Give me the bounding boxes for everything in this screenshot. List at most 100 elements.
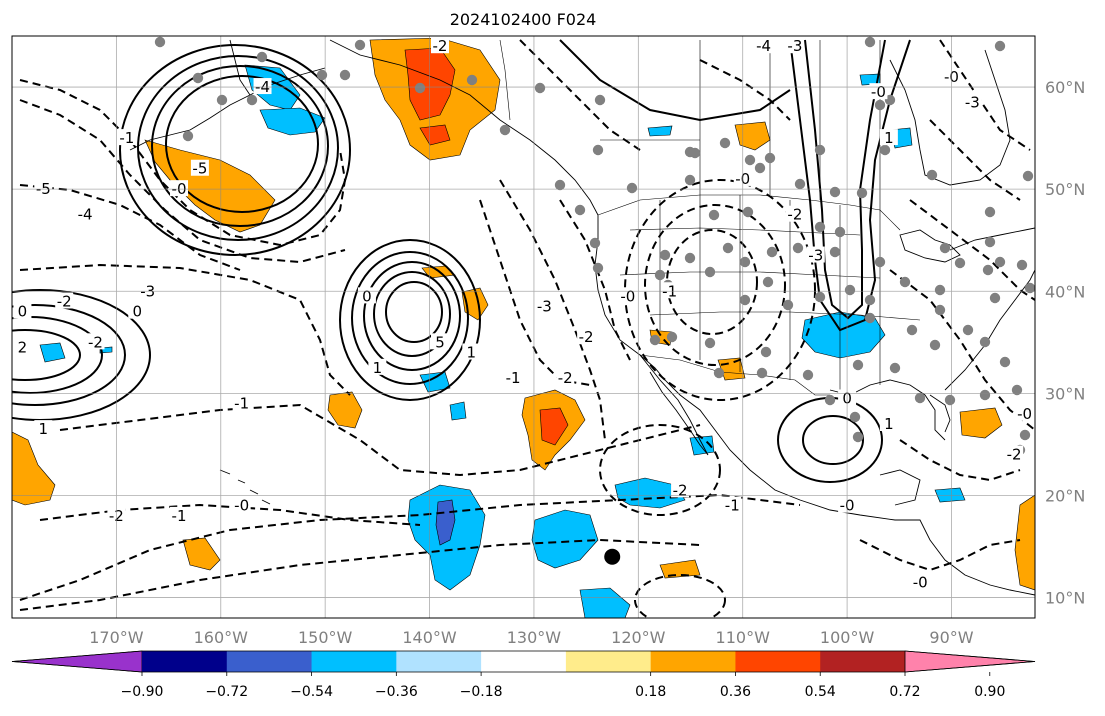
station-dot [1019, 429, 1031, 441]
lon-tick-label: 90°W [929, 628, 973, 647]
station-dot [864, 312, 876, 324]
contour-ring-west-4 [12, 329, 81, 381]
contour-label: -0 [913, 573, 928, 591]
station-dot [834, 226, 846, 238]
contour-label: 1 [373, 359, 383, 377]
contour-label: -2 [57, 292, 72, 310]
contour-label-bg [430, 37, 449, 54]
contour-label-bg [368, 358, 387, 375]
station-dot [339, 69, 351, 81]
contour-label-bg [1015, 404, 1034, 421]
contour-label: -3 [537, 298, 552, 316]
station-dot [926, 169, 938, 181]
station-dot [1011, 384, 1023, 396]
contour-label: -4 [78, 206, 93, 224]
colorbar-tick-label: 0.72 [889, 684, 920, 700]
contour-ring-se-2 [802, 415, 864, 465]
contour-label: -1 [506, 369, 521, 387]
station-dot [979, 336, 991, 348]
contour-label-bg [232, 496, 251, 513]
alaska-coast [229, 39, 251, 96]
contour-label-bg [430, 333, 449, 350]
contour-label-bg [55, 292, 74, 309]
aleutians [129, 67, 326, 151]
station-dot [1022, 170, 1034, 182]
shade-orange-west [12, 431, 56, 506]
contour-label: 2 [18, 338, 28, 356]
station-dot [744, 154, 756, 166]
station-dot [466, 74, 478, 86]
station-dot [984, 206, 996, 218]
contour-label: -2 [558, 369, 573, 387]
shade-orange-trop2 [659, 559, 701, 579]
chart-title: 2024102400 F024 [450, 10, 597, 29]
contour-label-bg [86, 333, 105, 350]
lon-tick-label: 130°W [507, 628, 562, 647]
contour-label-bg [76, 205, 95, 222]
station-dot [852, 431, 864, 443]
contour-label: -2 [88, 333, 103, 351]
lon-tick-label: 110°W [716, 628, 771, 647]
dashed-subtrop-1 [59, 403, 701, 477]
station-dot [684, 174, 696, 186]
station-dot [864, 36, 876, 48]
station-dot [849, 411, 861, 423]
contour-label-bg [723, 496, 742, 513]
contour-label-bg [462, 343, 481, 360]
alaska-canada-border [499, 39, 511, 121]
contour-label-bg [170, 506, 189, 523]
lon-tick-label: 100°W [820, 628, 875, 647]
station-dot [739, 256, 751, 268]
colorbar-tick-label: −0.18 [460, 684, 503, 700]
lat-tick-labels: 10°N 20°N 30°N 40°N 50°N 60°N [1045, 78, 1085, 608]
dashed-trop-1 [19, 493, 801, 601]
station-dot [814, 144, 826, 156]
station-dot [742, 206, 754, 218]
station-dot [574, 204, 586, 216]
station-dot [874, 99, 886, 111]
dashed-ring-gulf [599, 424, 721, 516]
contour-trough-plains-1 [789, 39, 911, 332]
station-dot [754, 162, 766, 174]
shade-blue-bering-2 [259, 107, 326, 136]
contour-label-bg [34, 180, 53, 197]
dashed-coast-1 [499, 179, 606, 441]
station-dot [654, 269, 666, 281]
station-dot [929, 339, 941, 351]
coast-gulf [829, 379, 946, 441]
contour-label: -1 [725, 497, 740, 515]
shade-red-baja [539, 407, 569, 446]
shade-orange-bering [144, 139, 276, 233]
station-dot [864, 294, 876, 306]
dashed-ring-sw-1 [624, 179, 816, 401]
station-dot [802, 369, 814, 381]
lat-tick-label: 40°N [1045, 282, 1085, 301]
coast-yucatan [879, 469, 921, 506]
contour-label-bg [754, 37, 773, 54]
shade-blue-carib [934, 487, 966, 503]
canada-provinces [600, 40, 881, 210]
contour-label-bg [170, 180, 189, 197]
contour-label: 5 [435, 333, 445, 351]
contour-ring-mid-1 [339, 239, 481, 401]
colorbar-segment [396, 651, 482, 672]
dashed-ring-trop-e [634, 574, 726, 618]
state-lines-2 [659, 195, 881, 395]
station-dot [989, 292, 1001, 304]
lon-tick-label: 140°W [402, 628, 457, 647]
shade-blue-mid1 [419, 371, 451, 393]
station-dot [760, 346, 772, 358]
contour-ring-mid-3 [363, 261, 461, 371]
station-dot [256, 51, 268, 63]
contour-label-bg [34, 420, 53, 437]
contour-label-bg [879, 415, 898, 431]
lat-tick-label: 30°N [1045, 384, 1085, 403]
contour-ring-mid-4 [373, 271, 451, 357]
contour-label: -2 [1007, 446, 1022, 464]
contour-label-bg [253, 78, 272, 95]
colorbar-segment [735, 651, 821, 672]
map-frame [11, 35, 1036, 619]
station-dot [962, 324, 974, 336]
station-dot [354, 39, 366, 51]
